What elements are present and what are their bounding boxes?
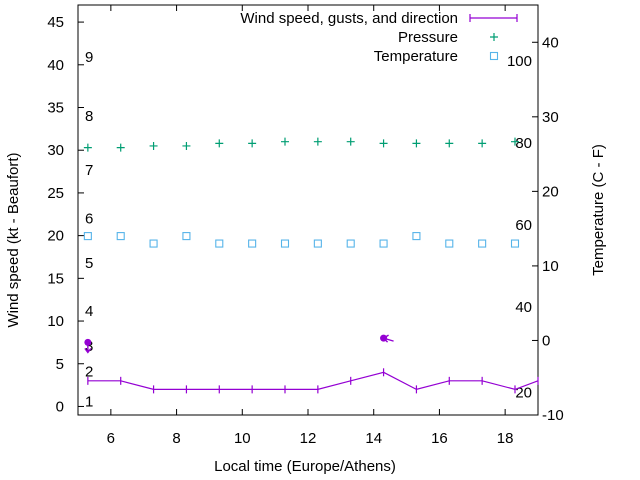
beaufort-label: 3 — [85, 338, 93, 355]
legend-label: Pressure — [398, 29, 458, 46]
temperature-point — [346, 239, 355, 248]
fahrenheit-scale-labels: 20 40 60 80 100 — [507, 53, 532, 402]
plot-border — [77, 4, 539, 416]
pressure-point — [116, 143, 125, 152]
temperature-point — [412, 232, 421, 241]
pressure-point — [83, 143, 92, 152]
y-tick-label: 10 — [47, 313, 64, 330]
pressure-point — [511, 137, 519, 146]
pressure-point — [215, 139, 224, 148]
y-tick-label: 0 — [56, 398, 64, 415]
legend: Wind speed, gusts, and direction Pressure… — [240, 10, 518, 65]
y-tick-label: 25 — [47, 185, 64, 202]
x-tick-label: 16 — [431, 430, 448, 447]
y-tick-label: 30 — [47, 142, 64, 159]
y2-tick-label: -10 — [542, 407, 564, 424]
fahrenheit-label: 80 — [515, 135, 532, 152]
y-tick-label: 35 — [47, 100, 64, 117]
y2-tick-label: 30 — [542, 109, 559, 126]
y-tick-label: 20 — [47, 228, 64, 245]
plot-area — [77, 4, 539, 416]
temperature-point — [182, 232, 191, 241]
beaufort-label: 5 — [85, 255, 93, 272]
temperature-point — [116, 232, 125, 241]
pressure-point — [379, 139, 388, 148]
y2-axis-label: Temperature (C - F) — [590, 144, 607, 276]
beaufort-label: 7 — [85, 162, 93, 179]
y-tick-label: 5 — [56, 356, 64, 373]
fahrenheit-label: 100 — [507, 53, 532, 70]
beaufort-label: 9 — [85, 49, 93, 66]
y-tick-label: 15 — [47, 270, 64, 287]
y2-tick-label: 10 — [542, 258, 559, 275]
bottom-axis-ticks: 6 8 10 12 14 16 18 — [107, 5, 514, 447]
wind-speed-line — [87, 371, 539, 391]
legend-swatch-pressure — [490, 33, 498, 41]
legend-label: Wind speed, gusts, and direction — [240, 10, 458, 27]
beaufort-label: 8 — [85, 108, 93, 125]
y2-tick-label: 0 — [542, 332, 550, 349]
x-axis-label: Local time (Europe/Athens) — [214, 458, 396, 475]
temperature-point — [313, 239, 322, 248]
x-tick-label: 8 — [172, 430, 180, 447]
beaufort-label: 2 — [85, 363, 93, 380]
temperature-point — [215, 239, 224, 248]
temperature-point — [83, 232, 92, 241]
pressure-point — [149, 141, 158, 150]
temperature-point — [280, 239, 290, 248]
x-tick-label: 18 — [497, 430, 514, 447]
fahrenheit-label: 60 — [515, 217, 532, 234]
pressure-point — [313, 137, 322, 146]
wind-direction-arrow — [84, 342, 92, 354]
temperature-point — [149, 239, 158, 248]
x-tick-label: 12 — [300, 430, 317, 447]
fahrenheit-label: 40 — [515, 299, 532, 316]
left-axis-ticks: 0 5 10 15 20 25 30 35 40 45 — [47, 14, 84, 415]
temperature-point — [510, 239, 520, 248]
fahrenheit-label: 20 — [515, 385, 532, 402]
temperature-point — [379, 239, 388, 248]
series-marks — [83, 137, 539, 394]
right-axis-ticks: -10 0 10 20 30 40 — [532, 34, 564, 424]
pressure-point — [445, 139, 454, 148]
x-tick-label: 10 — [234, 430, 251, 447]
beaufort-scale-labels: 1 2 3 4 5 6 7 8 9 — [85, 49, 93, 410]
y2-tick-label: 20 — [542, 183, 559, 200]
pressure-point — [248, 139, 257, 148]
temperature-point — [248, 239, 257, 248]
pressure-point — [478, 139, 487, 148]
y-tick-label: 45 — [47, 14, 64, 31]
legend-label: Temperature — [374, 48, 458, 65]
pressure-point — [281, 137, 289, 146]
wind-direction-arrow — [382, 334, 394, 343]
x-tick-label: 6 — [107, 430, 115, 447]
y2-tick-label: 40 — [542, 34, 559, 51]
x-tick-label: 14 — [365, 430, 382, 447]
y-axis-label: Wind speed (kt - Beaufort) — [5, 152, 22, 327]
legend-swatch-temperature — [489, 51, 499, 61]
beaufort-label: 6 — [85, 211, 93, 228]
pressure-point — [346, 137, 355, 146]
y-tick-label: 40 — [47, 57, 64, 74]
pressure-point — [412, 139, 421, 148]
pressure-point — [182, 141, 191, 150]
temperature-point — [478, 239, 487, 248]
beaufort-label: 1 — [85, 393, 93, 410]
beaufort-label: 4 — [85, 303, 93, 320]
temperature-point — [445, 239, 454, 248]
